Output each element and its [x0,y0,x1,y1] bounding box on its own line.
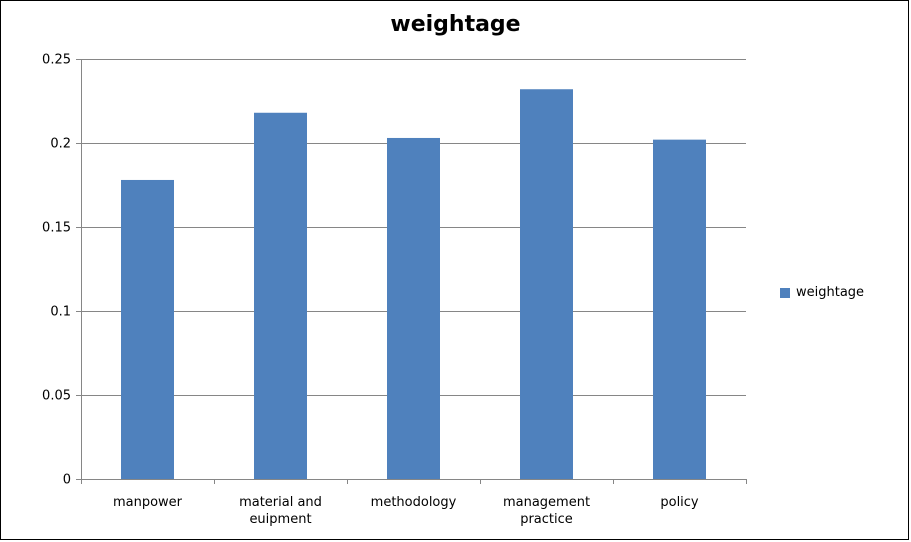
bars [121,89,706,480]
x-axis-labels: manpower material and euipment methodology m… [81,479,747,527]
y-tick-label: 0.25 [42,53,71,68]
x-tick-label: methodology [371,495,457,510]
y-tick-label: 0.05 [42,389,71,404]
bar [254,112,307,479]
y-tick-label: 0.15 [42,221,71,236]
bar [653,139,706,479]
bar [387,137,440,479]
x-tick-label: manpower [113,495,183,510]
legend-swatch [780,287,790,298]
legend-label: weightage [796,285,865,300]
y-tick-label: 0.1 [50,305,71,320]
y-tick-label: 0 [63,473,71,488]
x-tick-label: policy [660,495,699,510]
axes [81,59,746,480]
chart-title: weightage [390,12,521,37]
bar [520,89,573,480]
bar [121,179,174,479]
y-axis-ticks: 0 0.05 0.1 0.15 0.2 0.25 [42,53,81,488]
x-tick-label: practice [520,512,573,527]
x-tick-label: euipment [249,512,311,527]
x-tick-label: management [503,495,590,510]
y-tick-label: 0.2 [50,137,71,152]
x-tick-label: material and [239,495,322,510]
legend: weightage [780,285,864,300]
